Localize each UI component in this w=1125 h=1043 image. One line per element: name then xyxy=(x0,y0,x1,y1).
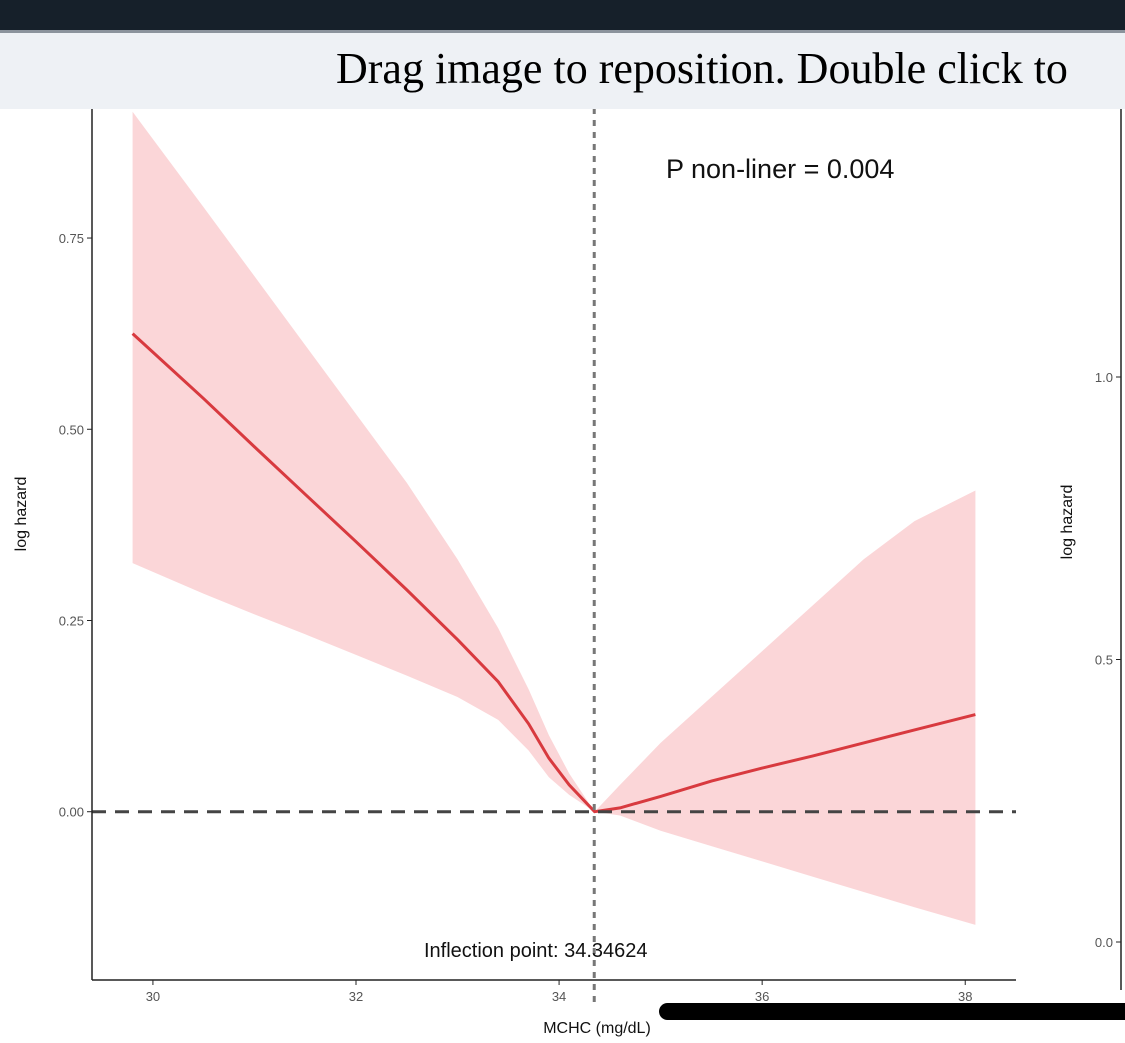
x-tick-label: 34 xyxy=(552,989,566,1004)
y-axis-title-left: log hazard xyxy=(13,477,30,552)
x-tick-label: 30 xyxy=(146,989,160,1004)
confidence-band xyxy=(132,111,976,925)
inflection-annotation: Inflection point: 34.34624 xyxy=(424,940,648,962)
left-plot-panel: 0.00 0.25 0.50 0.75 30 32 34 36 38 log hazard M… xyxy=(13,108,1016,1037)
y-tick-label: 0.75 xyxy=(59,231,84,246)
reposition-hint-text: Drag image to reposition. Double click t… xyxy=(336,44,1068,93)
y-tick-label: 0.25 xyxy=(59,613,84,628)
y-ticks-right: 0.0 0.5 1.0 xyxy=(1095,370,1121,950)
right-y-tick-label: 1.0 xyxy=(1095,370,1113,385)
y-axis-title-right: log hazard xyxy=(1059,485,1076,560)
horizontal-scrollbar-thumb[interactable] xyxy=(659,1003,1125,1020)
reposition-hint-bar: Drag image to reposition. Double click t… xyxy=(0,33,1125,109)
x-tick-label: 32 xyxy=(349,989,363,1004)
y-tick-label: 0.00 xyxy=(59,805,84,820)
x-ticks-left: 30 32 34 36 38 xyxy=(146,980,972,1004)
y-ticks-left: 0.00 0.25 0.50 0.75 xyxy=(59,231,92,820)
fit-line xyxy=(131,332,976,814)
right-plot-panel: 0.0 0.5 1.0 log hazard xyxy=(1059,108,1122,990)
x-axis-title-left: MCHC (mg/dL) xyxy=(543,1020,651,1037)
y-tick-label: 0.50 xyxy=(59,422,84,437)
p-value-annotation: P non-liner = 0.004 xyxy=(666,154,894,184)
right-y-tick-label: 0.5 xyxy=(1095,653,1113,668)
window-top-bar xyxy=(0,0,1125,30)
right-y-tick-label: 0.0 xyxy=(1095,935,1113,950)
window-top-bar-edge xyxy=(0,30,1125,33)
x-tick-label: 38 xyxy=(958,989,972,1004)
x-tick-label: 36 xyxy=(755,989,769,1004)
